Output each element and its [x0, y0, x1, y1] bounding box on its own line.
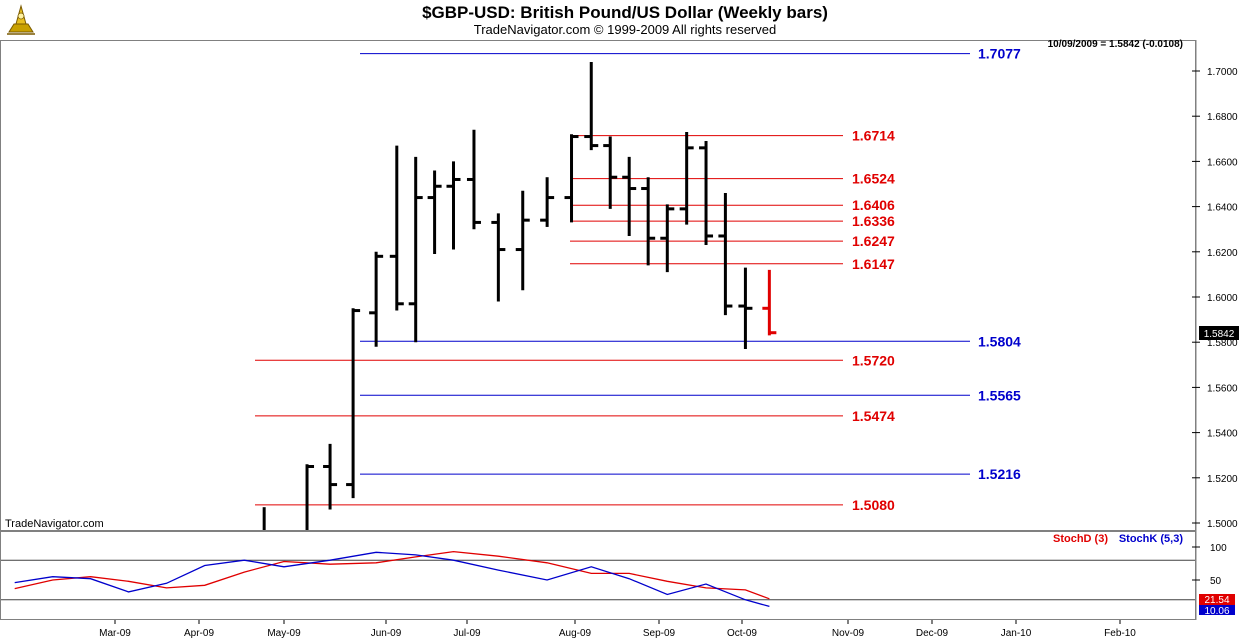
level-label: 1.5216 — [978, 466, 1021, 482]
x-tick-label: Dec-09 — [916, 628, 949, 639]
chart-title: $GBP-USD: British Pound/US Dollar (Weekl… — [422, 3, 828, 22]
x-axis: Mar-09 Apr-09 May-09 Jun-09 Jul-09 Aug-09 Sep-… — [99, 620, 1136, 639]
stoch-plot-frame — [0, 531, 1196, 620]
x-tick-label: Apr-09 — [184, 628, 214, 639]
stoch-d-last-tag-bg — [1199, 594, 1235, 605]
y-tick-label: 1.6600 — [1207, 157, 1238, 168]
main-plot-frame — [0, 40, 1196, 531]
x-tick-label: Oct-09 — [727, 628, 757, 639]
y-tick-label: 1.7000 — [1207, 67, 1238, 78]
bars-layer — [262, 61, 777, 530]
level-label: 1.5080 — [852, 497, 895, 513]
x-tick-label: Aug-09 — [559, 628, 592, 639]
chart-subtitle: TradeNavigator.com © 1999-2009 All right… — [473, 22, 777, 37]
last-price-tag-bg — [1199, 326, 1239, 340]
stoch-k-last-tag: 10.06 — [1204, 606, 1229, 617]
x-tick-label: Mar-09 — [99, 628, 131, 639]
last-price-tag: 1.5842 — [1204, 329, 1235, 340]
stoch-tick-label: 100 — [1210, 543, 1227, 554]
y-tick-label: 1.5800 — [1207, 338, 1238, 349]
y-tick-label: 1.6800 — [1207, 112, 1238, 123]
stoch-d-last-tag: 21.54 — [1204, 595, 1229, 606]
level-label: 1.7077 — [978, 46, 1021, 62]
price-readout: 10/09/2009 = 1.5842 (-0.0108) — [1048, 39, 1183, 50]
level-label: 1.5565 — [978, 387, 1021, 403]
level-label: 1.6524 — [852, 171, 895, 187]
watermark-text: TradeNavigator.com — [5, 518, 104, 530]
x-tick-label: Feb-10 — [1104, 628, 1136, 639]
y-tick-label: 1.6400 — [1207, 203, 1238, 214]
trade-navigator-logo-icon — [7, 4, 35, 35]
stoch-series-line — [14, 550, 770, 600]
y-tick-label: 1.6000 — [1207, 293, 1238, 304]
y-tick-label: 1.5200 — [1207, 474, 1238, 485]
stoch-k-legend: StochK (5,3) — [1119, 533, 1184, 545]
level-label: 1.6147 — [852, 256, 895, 272]
stoch-k-last-tag-bg — [1199, 605, 1235, 615]
level-label: 1.5474 — [852, 408, 895, 424]
x-tick-label: Jun-09 — [371, 628, 402, 639]
y-tick-label: 1.5600 — [1207, 383, 1238, 394]
stoch-series-line — [14, 551, 770, 608]
level-label: 1.5720 — [852, 352, 895, 368]
x-tick-label: Jan-10 — [1001, 628, 1032, 639]
stoch-tick-label: 50 — [1210, 576, 1222, 587]
x-tick-label: Sep-09 — [643, 628, 676, 639]
level-label: 1.5804 — [978, 333, 1021, 349]
x-tick-label: May-09 — [267, 628, 301, 639]
level-label: 1.6336 — [852, 213, 895, 229]
title-area: $GBP-USD: British Pound/US Dollar (Weekl… — [0, 0, 1250, 40]
y-axis: 1.5000 1.5200 1.5400 1.5600 1.5800 1.6000 1.62… — [1192, 67, 1238, 530]
x-tick-label: Jul-09 — [453, 628, 481, 639]
y-tick-label: 1.5000 — [1207, 519, 1238, 530]
stoch-d-legend: StochD (3) — [1053, 533, 1108, 545]
level-label: 1.6247 — [852, 233, 895, 249]
level-label: 1.6714 — [852, 128, 895, 144]
level-label: 1.6406 — [852, 197, 895, 213]
y-tick-label: 1.6200 — [1207, 248, 1238, 259]
y-tick-label: 1.5400 — [1207, 429, 1238, 440]
x-tick-label: Nov-09 — [832, 628, 865, 639]
stoch-layer: 100 50 — [1, 543, 1227, 608]
